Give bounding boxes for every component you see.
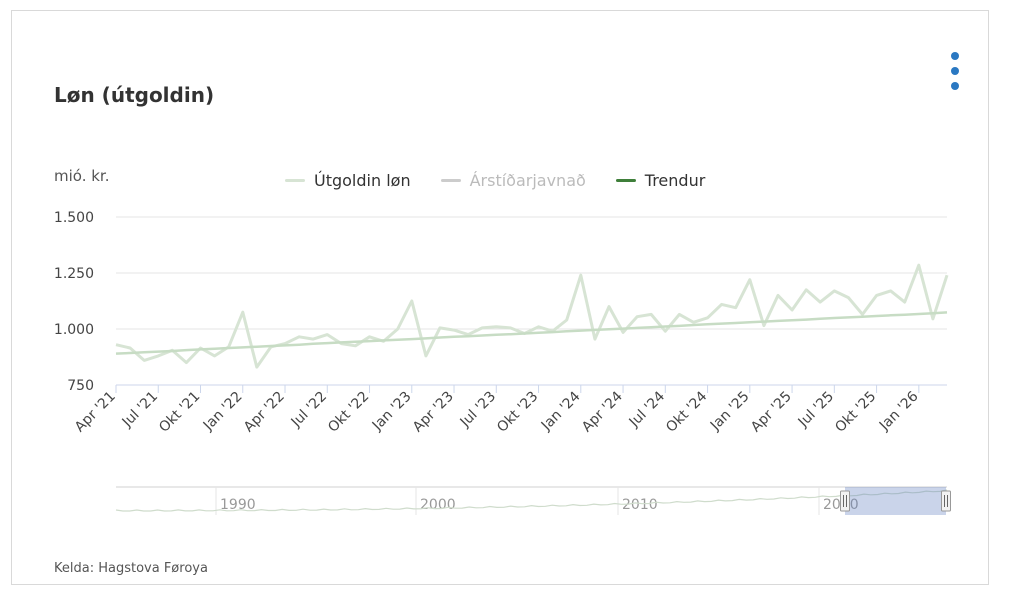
navigator-handle[interactable] bbox=[840, 490, 850, 512]
navigator-year-label: 1990 bbox=[220, 497, 256, 513]
y-tick-label: 1.000 bbox=[54, 322, 94, 338]
x-tick-label: Apr '21 bbox=[72, 389, 119, 436]
x-tick-label: Jan '26 bbox=[876, 388, 922, 434]
legend-swatch bbox=[440, 179, 461, 182]
menu-dot bbox=[951, 82, 959, 90]
x-tick-label: Apr '24 bbox=[579, 388, 626, 435]
x-tick-label: Apr '22 bbox=[241, 389, 288, 436]
x-tick-label: Jul '22 bbox=[288, 389, 330, 431]
series-line-trend bbox=[115, 311, 948, 355]
source-credit: Kelda: Hagstova Føroya bbox=[54, 561, 208, 576]
x-tick-label: Okt '23 bbox=[494, 389, 541, 436]
x-tick-label: Apr '23 bbox=[410, 389, 457, 436]
legend-item-trend[interactable]: Trendur bbox=[615, 171, 706, 190]
x-tick-label: Jan '23 bbox=[369, 389, 415, 435]
navigator-year-label: 2010 bbox=[622, 497, 658, 513]
menu-dot bbox=[951, 52, 959, 60]
y-tick-label: 750 bbox=[67, 378, 94, 394]
navigator-series bbox=[115, 489, 948, 512]
x-tick-label: Jul '25 bbox=[795, 389, 837, 431]
series-line-raw bbox=[115, 263, 949, 369]
x-tick-label: Jul '21 bbox=[119, 389, 161, 431]
x-tick-label: Jan '24 bbox=[538, 388, 584, 434]
x-tick-label: Okt '24 bbox=[663, 388, 710, 435]
menu-dot bbox=[951, 67, 959, 75]
legend: Útgoldin løn Árstíðarjavnað Trendur bbox=[285, 171, 705, 190]
navigator-year-label: 2000 bbox=[420, 497, 456, 513]
x-tick-label: Okt '22 bbox=[325, 389, 372, 436]
x-tick-label: Apr '25 bbox=[748, 389, 795, 436]
legend-item-seasonal[interactable]: Árstíðarjavnað bbox=[440, 171, 586, 190]
legend-label: Útgoldin løn bbox=[314, 171, 411, 190]
y-tick-label: 1.250 bbox=[54, 266, 94, 282]
x-tick-label: Okt '25 bbox=[832, 389, 879, 436]
legend-item-raw[interactable]: Útgoldin løn bbox=[285, 171, 411, 190]
navigator-handle[interactable] bbox=[941, 490, 951, 512]
legend-label: Árstíðarjavnað bbox=[469, 171, 586, 190]
x-tick-label: Jan '25 bbox=[707, 389, 753, 435]
navigator-selection bbox=[845, 487, 946, 515]
x-tick-label: Jul '24 bbox=[626, 388, 668, 430]
x-tick-label: Jul '23 bbox=[457, 389, 499, 431]
x-tick-label: Okt '21 bbox=[156, 389, 203, 436]
legend-label: Trendur bbox=[644, 171, 706, 190]
x-tick-label: Jan '22 bbox=[200, 389, 246, 435]
legend-swatch bbox=[285, 179, 305, 182]
legend-swatch bbox=[615, 179, 636, 182]
y-axis-unit: mió. kr. bbox=[54, 167, 110, 185]
chart-title: Løn (útgoldin) bbox=[54, 83, 215, 107]
y-tick-label: 1.500 bbox=[54, 210, 94, 226]
vertical-dots-icon[interactable] bbox=[944, 50, 966, 94]
